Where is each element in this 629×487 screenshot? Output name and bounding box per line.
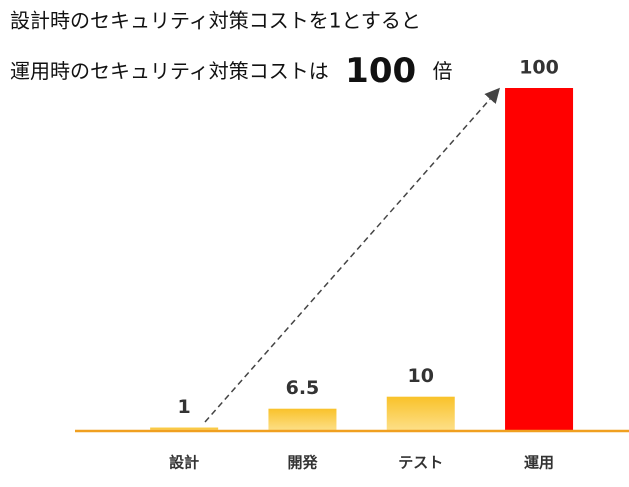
value-label: 100 [519,57,559,79]
bar [150,427,219,431]
title-text: 運用時のセキュリティ対策コストは [10,59,329,83]
bar [268,408,337,431]
x-tick-label: テスト [398,454,443,472]
bar [386,396,455,431]
title-line-2: 運用時のセキュリティ対策コストは 100 倍 [10,51,453,91]
title-line-1: 設計時のセキュリティ対策コストを1とすると [10,9,421,33]
value-label: 1 [178,396,191,418]
x-tick-label: 設計 [169,454,199,472]
value-label: 6.5 [286,377,320,399]
title-emphasis: 100 [345,51,416,91]
x-tick-label: 運用 [524,454,554,472]
bar [505,88,574,431]
trend-arrow [204,87,500,423]
title-unit: 倍 [433,59,453,83]
x-tick-label: 開発 [287,454,318,472]
value-label: 10 [408,365,434,387]
